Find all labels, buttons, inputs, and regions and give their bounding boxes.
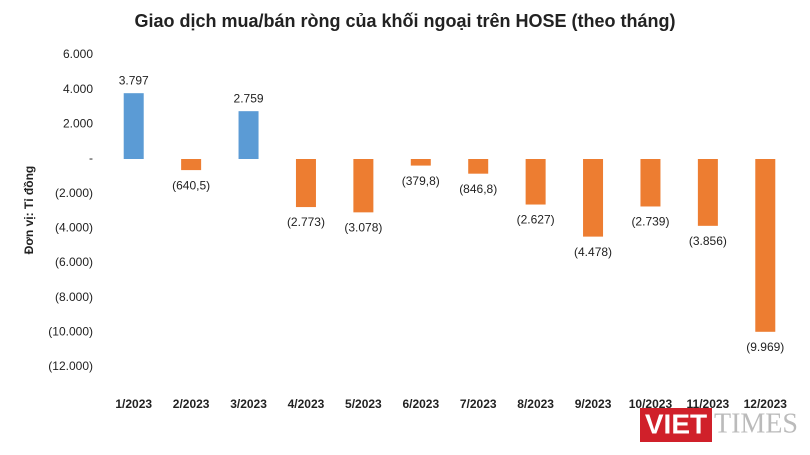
bar xyxy=(755,159,776,332)
value-label: (3.078) xyxy=(344,221,382,235)
y-tick-label: 2.000 xyxy=(63,117,93,131)
value-label: 3.797 xyxy=(119,73,149,87)
watermark-box xyxy=(640,408,712,442)
x-tick-label: 4/2023 xyxy=(288,397,325,411)
y-tick-label: (2.000) xyxy=(55,186,93,200)
y-tick-label: (12.000) xyxy=(48,359,93,373)
x-tick-label: 11/2023 xyxy=(687,397,730,411)
x-tick-label: 5/2023 xyxy=(345,397,382,411)
x-tick-label: 10/2023 xyxy=(629,397,673,411)
value-label: (3.856) xyxy=(689,234,727,248)
y-tick-label: - xyxy=(89,151,93,165)
bar xyxy=(123,93,144,159)
y-tick-label: 4.000 xyxy=(63,82,93,96)
y-tick-label: (4.000) xyxy=(55,221,93,235)
y-tick-label: (6.000) xyxy=(55,255,93,269)
watermark-text: TIMES xyxy=(714,408,798,439)
bar xyxy=(640,159,661,207)
watermark: VIET TIMES xyxy=(640,408,798,442)
value-label: (2.739) xyxy=(631,215,669,229)
x-tick-label: 12/2023 xyxy=(744,397,788,411)
bar xyxy=(468,159,489,174)
chart-title: Giao dịch mua/bán ròng của khối ngoại tr… xyxy=(134,11,675,31)
value-label: (846,8) xyxy=(459,182,497,196)
x-tick-label: 8/2023 xyxy=(517,397,554,411)
x-tick-label: 1/2023 xyxy=(115,397,152,411)
bar xyxy=(525,159,546,205)
bar xyxy=(583,159,604,237)
y-tick-label: (8.000) xyxy=(55,290,93,304)
value-label: (2.627) xyxy=(517,213,555,227)
value-label: (9.969) xyxy=(746,340,784,354)
bar xyxy=(410,159,431,166)
value-label: (379,8) xyxy=(402,174,440,188)
x-tick-label: 9/2023 xyxy=(575,397,612,411)
bar xyxy=(353,159,374,213)
watermark-text: VIET xyxy=(645,408,707,439)
x-tick-label: 7/2023 xyxy=(460,397,497,411)
bar xyxy=(181,159,202,171)
value-label: (2.773) xyxy=(287,215,325,229)
y-axis-title: Đơn vị: Tỉ đồng xyxy=(22,166,36,255)
x-tick-label: 2/2023 xyxy=(173,397,210,411)
value-label: (4.478) xyxy=(574,245,612,259)
value-label: (640,5) xyxy=(172,178,210,192)
y-tick-label: 6.000 xyxy=(63,47,93,61)
bar xyxy=(697,159,718,226)
bar xyxy=(238,111,259,159)
bar xyxy=(295,159,316,208)
value-label: 2.759 xyxy=(234,91,264,105)
x-tick-label: 6/2023 xyxy=(402,397,439,411)
x-tick-label: 3/2023 xyxy=(230,397,267,411)
y-tick-label: (10.000) xyxy=(48,325,93,339)
